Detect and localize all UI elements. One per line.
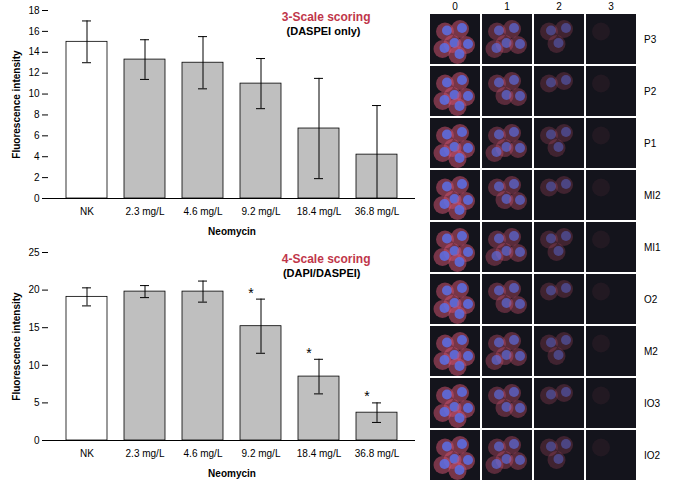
svg-text:4.6 mg/L: 4.6 mg/L [184, 206, 223, 217]
svg-text:*: * [306, 345, 312, 361]
svg-text:18.4 mg/L: 18.4 mg/L [297, 206, 342, 217]
svg-text:16: 16 [28, 26, 40, 37]
svg-text:36.8 mg/L: 36.8 mg/L [355, 448, 400, 459]
svg-text:4.6 mg/L: 4.6 mg/L [184, 448, 223, 459]
svg-text:4: 4 [34, 151, 40, 162]
svg-text:3: 3 [608, 1, 614, 12]
svg-text:9.2 mg/L: 9.2 mg/L [242, 448, 281, 459]
svg-text:(DASPEI only): (DASPEI only) [287, 25, 361, 37]
svg-text:2: 2 [34, 172, 40, 183]
svg-text:0: 0 [452, 1, 458, 12]
svg-text:25: 25 [28, 247, 40, 258]
svg-text:IO2: IO2 [644, 450, 661, 461]
svg-text:9.2 mg/L: 9.2 mg/L [242, 206, 281, 217]
svg-text:15: 15 [28, 322, 40, 333]
svg-text:P3: P3 [644, 34, 657, 45]
svg-text:36.8 mg/L: 36.8 mg/L [355, 206, 400, 217]
svg-text:*: * [364, 388, 370, 404]
svg-text:(DAPI/DASPEI): (DAPI/DASPEI) [283, 267, 361, 279]
svg-text:18.4 mg/L: 18.4 mg/L [297, 448, 342, 459]
svg-text:0: 0 [34, 193, 40, 204]
svg-text:2: 2 [556, 1, 562, 12]
svg-text:5: 5 [34, 397, 40, 408]
svg-text:6: 6 [34, 130, 40, 141]
svg-text:18: 18 [28, 5, 40, 16]
svg-text:2.3 mg/L: 2.3 mg/L [126, 448, 165, 459]
svg-text:IO3: IO3 [644, 398, 661, 409]
svg-text:3-Scale scoring: 3-Scale scoring [282, 10, 371, 24]
svg-text:M2: M2 [644, 346, 658, 357]
svg-text:NK: NK [80, 206, 94, 217]
svg-text:P2: P2 [644, 86, 657, 97]
svg-text:*: * [248, 285, 254, 301]
svg-text:NK: NK [80, 448, 94, 459]
svg-text:12: 12 [28, 67, 40, 78]
svg-text:MI2: MI2 [644, 190, 661, 201]
svg-text:1: 1 [504, 1, 510, 12]
svg-text:10: 10 [28, 360, 40, 371]
svg-text:Fluorescence intensity: Fluorescence intensity [11, 292, 22, 401]
svg-text:0: 0 [34, 435, 40, 446]
svg-text:Fluorescence intensity: Fluorescence intensity [11, 50, 22, 159]
svg-text:8: 8 [34, 109, 40, 120]
svg-text:P1: P1 [644, 138, 657, 149]
svg-text:MI1: MI1 [644, 242, 661, 253]
svg-text:Neomycin: Neomycin [208, 468, 256, 479]
svg-text:O2: O2 [644, 294, 658, 305]
svg-text:20: 20 [28, 284, 40, 295]
svg-text:10: 10 [28, 88, 40, 99]
svg-text:4-Scale scoring: 4-Scale scoring [282, 252, 371, 266]
svg-text:Neomycin: Neomycin [208, 226, 256, 237]
svg-text:14: 14 [28, 46, 40, 57]
svg-text:2.3 mg/L: 2.3 mg/L [126, 206, 165, 217]
